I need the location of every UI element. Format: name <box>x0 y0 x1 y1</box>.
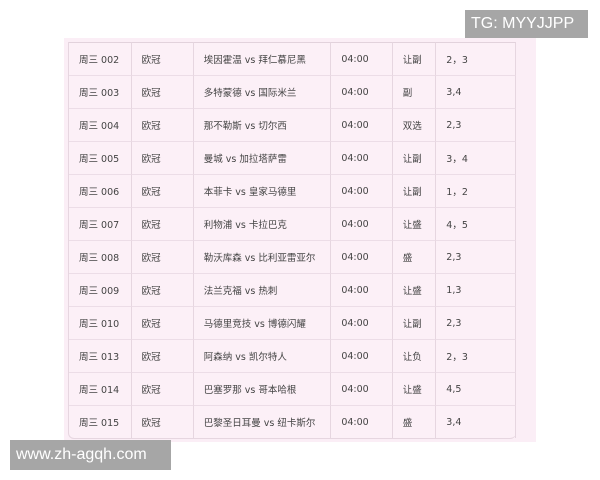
pick-cell: 盛 <box>392 405 437 438</box>
kickoff-time-cell: 04:00 <box>331 108 393 141</box>
league-cell: 欧冠 <box>131 372 194 405</box>
pick-cell: 副 <box>392 75 437 108</box>
league-cell: 欧冠 <box>131 339 194 372</box>
kickoff-time-cell: 04:00 <box>331 207 393 240</box>
score-pick-cell: 3,4 <box>436 75 516 108</box>
match-id-cell: 周三 003 <box>69 75 132 108</box>
pick-cell: 让盛 <box>392 372 437 405</box>
kickoff-time-cell: 04:00 <box>331 240 393 273</box>
match-id-cell: 周三 014 <box>69 372 132 405</box>
pick-cell: 让副 <box>392 141 437 174</box>
pick-cell: 让副 <box>392 42 437 75</box>
score-pick-cell: 1,3 <box>436 273 516 306</box>
score-pick-cell: 2，3 <box>436 42 516 75</box>
pick-cell: 让盛 <box>392 207 437 240</box>
kickoff-time-cell: 04:00 <box>331 306 393 339</box>
table-row: 周三 015 欧冠 巴黎圣日耳曼 vs 纽卡斯尔 04:00 盛 3,4 <box>69 405 516 438</box>
league-cell: 欧冠 <box>131 207 194 240</box>
match-id-cell: 周三 008 <box>69 240 132 273</box>
match-id-cell: 周三 015 <box>69 405 132 438</box>
table-row: 周三 002 欧冠 埃因霍温 vs 拜仁慕尼黑 04:00 让副 2，3 <box>69 42 516 75</box>
score-pick-cell: 2,3 <box>436 108 516 141</box>
kickoff-time-cell: 04:00 <box>331 42 393 75</box>
pick-cell: 让副 <box>392 306 437 339</box>
match-id-cell: 周三 004 <box>69 108 132 141</box>
teams-cell: 利物浦 vs 卡拉巴克 <box>193 207 332 240</box>
teams-cell: 多特蒙德 vs 国际米兰 <box>193 75 332 108</box>
teams-cell: 曼城 vs 加拉塔萨雷 <box>193 141 332 174</box>
league-cell: 欧冠 <box>131 75 194 108</box>
league-cell: 欧冠 <box>131 240 194 273</box>
score-pick-cell: 2,3 <box>436 240 516 273</box>
table-row: 周三 003 欧冠 多特蒙德 vs 国际米兰 04:00 副 3,4 <box>69 75 516 108</box>
table-row: 周三 010 欧冠 马德里竞技 vs 博德闪耀 04:00 让副 2,3 <box>69 306 516 339</box>
teams-cell: 那不勒斯 vs 切尔西 <box>193 108 332 141</box>
league-cell: 欧冠 <box>131 108 194 141</box>
match-id-cell: 周三 009 <box>69 273 132 306</box>
kickoff-time-cell: 04:00 <box>331 174 393 207</box>
teams-cell: 本菲卡 vs 皇家马德里 <box>193 174 332 207</box>
league-cell: 欧冠 <box>131 42 194 75</box>
league-cell: 欧冠 <box>131 273 194 306</box>
kickoff-time-cell: 04:00 <box>331 273 393 306</box>
pick-cell: 双选 <box>392 108 437 141</box>
kickoff-time-cell: 04:00 <box>331 372 393 405</box>
match-id-cell: 周三 007 <box>69 207 132 240</box>
match-id-cell: 周三 013 <box>69 339 132 372</box>
league-cell: 欧冠 <box>131 306 194 339</box>
score-pick-cell: 2，3 <box>436 339 516 372</box>
league-cell: 欧冠 <box>131 141 194 174</box>
table-row: 周三 005 欧冠 曼城 vs 加拉塔萨雷 04:00 让副 3，4 <box>69 141 516 174</box>
score-pick-cell: 3,4 <box>436 405 516 438</box>
league-cell: 欧冠 <box>131 405 194 438</box>
league-cell: 欧冠 <box>131 174 194 207</box>
teams-cell: 法兰克福 vs 热刺 <box>193 273 332 306</box>
table-row: 周三 004 欧冠 那不勒斯 vs 切尔西 04:00 双选 2,3 <box>69 108 516 141</box>
table-row: 周三 013 欧冠 阿森纳 vs 凯尔特人 04:00 让负 2，3 <box>69 339 516 372</box>
kickoff-time-cell: 04:00 <box>331 141 393 174</box>
score-pick-cell: 2,3 <box>436 306 516 339</box>
teams-cell: 勒沃库森 vs 比利亚雷亚尔 <box>193 240 332 273</box>
score-pick-cell: 4，5 <box>436 207 516 240</box>
teams-cell: 巴黎圣日耳曼 vs 纽卡斯尔 <box>193 405 332 438</box>
match-id-cell: 周三 005 <box>69 141 132 174</box>
kickoff-time-cell: 04:00 <box>331 75 393 108</box>
table-row: 周三 014 欧冠 巴塞罗那 vs 哥本哈根 04:00 让盛 4,5 <box>69 372 516 405</box>
teams-cell: 巴塞罗那 vs 哥本哈根 <box>193 372 332 405</box>
teams-cell: 马德里竞技 vs 博德闪耀 <box>193 306 332 339</box>
table-row: 周三 009 欧冠 法兰克福 vs 热刺 04:00 让盛 1,3 <box>69 273 516 306</box>
match-id-cell: 周三 002 <box>69 42 132 75</box>
match-table: 周三 002 欧冠 埃因霍温 vs 拜仁慕尼黑 04:00 让副 2，3 周三 003 欧冠多… <box>68 42 516 439</box>
teams-cell: 阿森纳 vs 凯尔特人 <box>193 339 332 372</box>
watermark-website: www.zh-agqh.com <box>10 440 171 470</box>
table-row: 周三 008 欧冠 勒沃库森 vs 比利亚雷亚尔 04:00 盛 2,3 <box>69 240 516 273</box>
pick-cell: 让副 <box>392 174 437 207</box>
score-pick-cell: 4,5 <box>436 372 516 405</box>
teams-cell: 埃因霍温 vs 拜仁慕尼黑 <box>193 42 332 75</box>
score-pick-cell: 3，4 <box>436 141 516 174</box>
score-pick-cell: 1，2 <box>436 174 516 207</box>
pick-cell: 让盛 <box>392 273 437 306</box>
kickoff-time-cell: 04:00 <box>331 405 393 438</box>
table-row: 周三 006 欧冠 本菲卡 vs 皇家马德里 04:00 让副 1，2 <box>69 174 516 207</box>
pick-cell: 盛 <box>392 240 437 273</box>
pick-cell: 让负 <box>392 339 437 372</box>
kickoff-time-cell: 04:00 <box>331 339 393 372</box>
match-id-cell: 周三 010 <box>69 306 132 339</box>
match-id-cell: 周三 006 <box>69 174 132 207</box>
watermark-telegram: TG: MYYJJPP <box>465 10 588 38</box>
table-row: 周三 007 欧冠 利物浦 vs 卡拉巴克 04:00 让盛 4，5 <box>69 207 516 240</box>
